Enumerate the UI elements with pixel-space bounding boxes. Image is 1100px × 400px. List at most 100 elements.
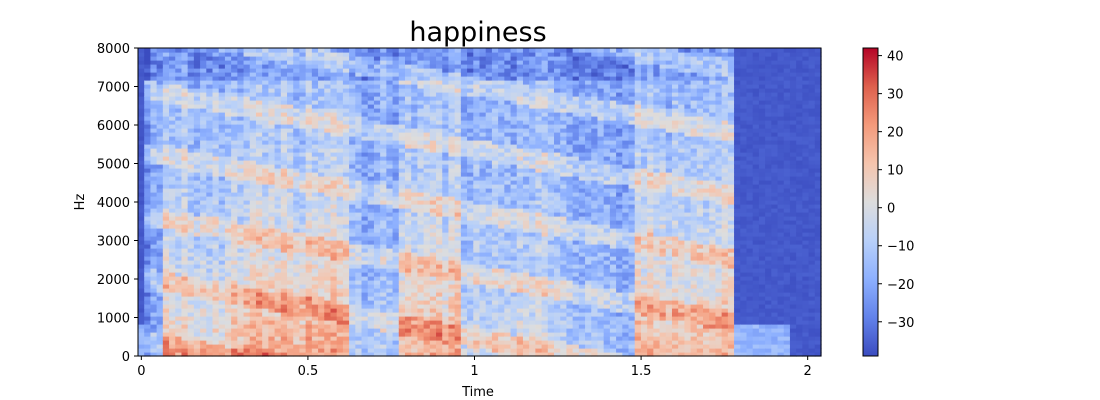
heatmap-cell — [498, 328, 505, 333]
heatmap-cell — [373, 208, 381, 213]
heatmap-cell — [330, 124, 338, 129]
heatmap-cell — [529, 332, 536, 337]
heatmap-cell — [268, 120, 276, 125]
heatmap-cell — [305, 76, 313, 81]
heatmap-cell — [479, 72, 487, 77]
heatmap-cell — [429, 80, 437, 85]
heatmap-cell — [311, 156, 319, 161]
heatmap-cell — [473, 300, 481, 305]
heatmap-cell — [423, 244, 431, 249]
heatmap-cell — [460, 80, 468, 85]
heatmap-cell — [305, 80, 313, 85]
heatmap-cell — [386, 76, 394, 81]
heatmap-cell — [169, 264, 176, 269]
heatmap-cell — [429, 100, 437, 105]
heatmap-cell — [299, 152, 307, 157]
heatmap-cell — [535, 304, 543, 309]
heatmap-cell — [287, 136, 294, 141]
heatmap-cell — [349, 276, 356, 281]
heatmap-cell — [150, 52, 158, 57]
heatmap-cell — [255, 312, 263, 317]
heatmap-cell — [138, 60, 145, 65]
heatmap-cell — [255, 332, 263, 337]
heatmap-cell — [255, 92, 263, 97]
heatmap-cell — [479, 88, 487, 93]
heatmap-cell — [367, 252, 375, 257]
heatmap-cell — [218, 312, 226, 317]
heatmap-cell — [498, 112, 505, 117]
heatmap-cell — [206, 236, 214, 241]
heatmap-cell — [429, 112, 437, 117]
heatmap-cell — [355, 340, 363, 345]
heatmap-cell — [529, 88, 536, 93]
heatmap-cell — [318, 212, 325, 217]
heatmap-cell — [404, 204, 412, 209]
heatmap-cell — [436, 276, 443, 281]
heatmap-cell — [498, 320, 505, 325]
heatmap-cell — [249, 284, 257, 289]
heatmap-cell — [169, 184, 176, 189]
heatmap-cell — [237, 352, 245, 357]
heatmap-cell — [373, 228, 381, 233]
heatmap-cell — [311, 260, 319, 265]
heatmap-cell — [429, 216, 437, 221]
heatmap-cell — [367, 88, 375, 93]
heatmap-cell — [318, 224, 325, 229]
heatmap-cell — [138, 268, 145, 273]
heatmap-cell — [138, 280, 145, 285]
heatmap-cell — [491, 68, 499, 73]
heatmap-cell — [454, 212, 462, 217]
heatmap-cell — [429, 296, 437, 301]
heatmap-cell — [498, 248, 505, 253]
heatmap-cell — [336, 120, 344, 125]
heatmap-cell — [318, 204, 325, 209]
heatmap-cell — [150, 304, 158, 309]
heatmap-cell — [150, 80, 158, 85]
heatmap-cell — [423, 300, 431, 305]
heatmap-cell — [181, 288, 189, 293]
heatmap-cell — [287, 88, 294, 93]
heatmap-cell — [411, 64, 419, 69]
heatmap-cell — [162, 84, 170, 89]
heatmap-cell — [473, 48, 481, 53]
heatmap-cell — [181, 156, 189, 161]
heatmap-cell — [138, 200, 145, 205]
heatmap-cell — [330, 228, 338, 233]
heatmap-cell — [510, 112, 518, 117]
heatmap-cell — [187, 64, 195, 69]
heatmap-cell — [386, 308, 394, 313]
heatmap-cell — [318, 288, 325, 293]
heatmap-cell — [491, 180, 499, 185]
heatmap-cell — [361, 208, 369, 213]
heatmap-cell — [206, 156, 214, 161]
heatmap-cell — [150, 136, 158, 141]
heatmap-cell — [429, 248, 437, 253]
heatmap-cell — [367, 160, 375, 165]
heatmap-cell — [156, 156, 164, 161]
heatmap-cell — [411, 344, 419, 349]
heatmap-cell — [349, 304, 356, 309]
heatmap-cell — [342, 220, 350, 225]
heatmap-cell — [330, 216, 338, 221]
heatmap-cell — [454, 256, 462, 261]
heatmap-cell — [454, 84, 462, 89]
heatmap-cell — [448, 208, 456, 213]
heatmap-cell — [212, 156, 220, 161]
heatmap-cell — [535, 220, 543, 225]
heatmap-cell — [162, 184, 170, 189]
heatmap-cell — [423, 52, 431, 57]
heatmap-cell — [206, 108, 214, 113]
heatmap-cell — [510, 184, 518, 189]
heatmap-cell — [349, 56, 356, 61]
heatmap-cell — [243, 184, 251, 189]
heatmap-cell — [386, 300, 394, 305]
heatmap-cell — [187, 80, 195, 85]
heatmap-cell — [436, 52, 443, 57]
heatmap-cell — [454, 180, 462, 185]
heatmap-cell — [380, 260, 387, 265]
heatmap-cell — [386, 164, 394, 169]
heatmap-cell — [535, 84, 543, 89]
heatmap-cell — [436, 348, 443, 353]
heatmap-cell — [187, 288, 195, 293]
